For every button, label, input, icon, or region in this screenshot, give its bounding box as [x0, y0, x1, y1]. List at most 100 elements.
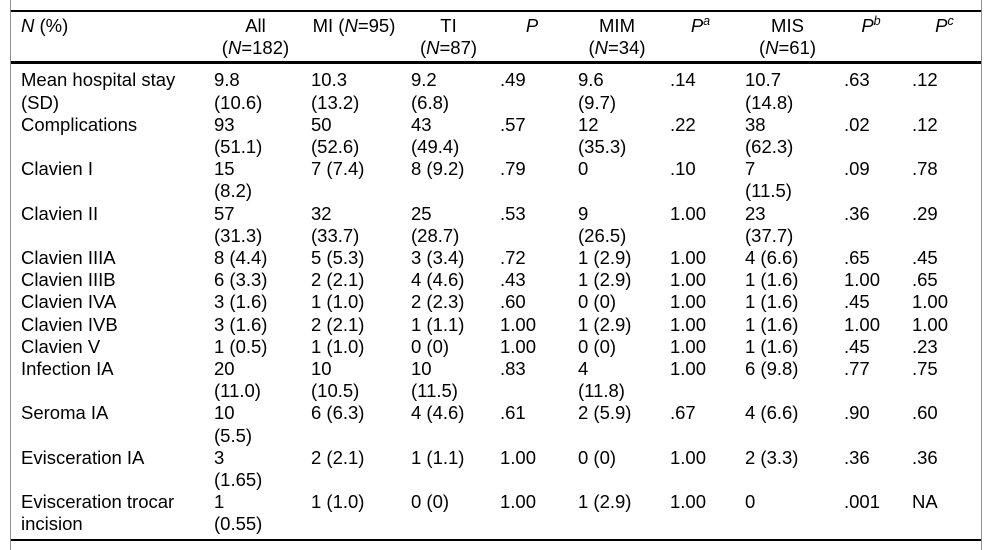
- data-cell: .65: [912, 269, 938, 291]
- data-cell: .61: [500, 402, 526, 424]
- data-cell: 0 (0): [411, 491, 450, 513]
- data-cell: 10 (5.5): [214, 402, 253, 446]
- data-cell: 1 (2.9): [578, 491, 632, 513]
- data-cell: .60: [500, 291, 526, 313]
- data-cell: .12: [912, 113, 938, 135]
- data-cell: .83: [500, 358, 526, 380]
- data-cell: 2 (2.1): [311, 269, 365, 291]
- data-cell: 10 (10.5): [311, 358, 360, 402]
- data-cell: 1.00: [670, 446, 707, 468]
- data-cell: 1 (1.6): [745, 291, 799, 313]
- table-row: Complications 93 (51.1) 50 (52.6) 43 (49.4)…: [11, 114, 981, 158]
- data-cell: .77: [844, 358, 870, 380]
- data-cell: .22: [670, 113, 696, 135]
- data-cell: 1.00: [844, 313, 881, 335]
- row-label-cell: Mean hospital stay (SD): [21, 69, 176, 113]
- data-cell: 15 (8.2): [214, 158, 253, 202]
- table-row: Clavien V 1 (0.5) 1 (1.0) 0 (0) 1.00 0 (0) 1.0…: [11, 336, 981, 358]
- data-cell: 23 (37.7): [745, 202, 794, 246]
- table-row: Mean hospital stay (SD) 9.8 (10.6) 10.3 (1…: [11, 63, 981, 114]
- data-cell: 1 (1.6): [745, 335, 799, 357]
- data-cell: 1.00: [670, 202, 707, 224]
- data-cell: 4 (6.6): [745, 247, 799, 269]
- data-cell: 2 (2.3): [411, 291, 465, 313]
- data-cell: 93 (51.1): [214, 113, 263, 158]
- data-cell: .23: [912, 335, 938, 357]
- data-cell: 7 (7.4): [311, 158, 365, 180]
- data-cell: 1.00: [500, 335, 537, 357]
- data-cell: 10.3 (13.2): [311, 69, 360, 113]
- header-cell-p-a: Pa: [690, 13, 711, 36]
- data-cell: 4 (11.8): [578, 358, 625, 402]
- header-row: N (%) All (N=182) MI (N=95) TI (N=87) P MIM (N=…: [11, 11, 981, 63]
- header-cell-mim: MIM (N=34): [588, 15, 646, 59]
- data-cell: .57: [500, 113, 526, 135]
- data-cell: 6 (9.8): [745, 358, 799, 380]
- data-cell: 9.8 (10.6): [214, 69, 263, 113]
- data-cell: 2 (2.1): [311, 313, 365, 335]
- table-row: Clavien IIIA 8 (4.4) 5 (5.3) 3 (3.4) .72 1 (2…: [11, 247, 981, 269]
- data-cell: 1 (1.6): [745, 269, 799, 291]
- header-cell-mis: MIS (N=61): [758, 15, 817, 59]
- data-cell: 6 (6.3): [311, 402, 365, 424]
- data-cell: 25 (28.7): [411, 202, 460, 246]
- data-cell: .14: [670, 69, 696, 91]
- row-label-cell: Infection IA: [21, 358, 114, 380]
- data-cell: 4 (4.6): [411, 402, 465, 424]
- row-label-cell: Clavien IIIA: [21, 247, 116, 269]
- header-cell-all: All (N=182): [221, 15, 290, 59]
- data-cell: 1 (1.6): [745, 313, 799, 335]
- data-cell: 8 (9.2): [411, 158, 465, 180]
- data-cell: 10.7 (14.8): [745, 69, 794, 113]
- data-cell: 57 (31.3): [214, 202, 263, 246]
- data-cell: 0 (0): [578, 335, 617, 357]
- table-frame: N (%) All (N=182) MI (N=95) TI (N=87) P MIM (N=…: [10, 0, 982, 550]
- header-cell-p-c: Pc: [935, 13, 954, 36]
- data-cell: .09: [844, 158, 870, 180]
- data-cell: .45: [844, 291, 870, 313]
- data-cell: 1.00: [670, 313, 707, 335]
- data-cell: .29: [912, 202, 938, 224]
- header-cell-mi: MI (N=95): [312, 15, 396, 36]
- data-cell: 0: [745, 491, 756, 513]
- row-label-cell: Evisceration trocar incision: [21, 491, 175, 535]
- data-cell: 1.00: [670, 291, 707, 313]
- table-row: Evisceration trocar incision 1 (0.55) 1 (1…: [11, 491, 981, 539]
- data-cell: NA: [912, 491, 938, 513]
- data-cell: 6 (3.3): [214, 269, 268, 291]
- data-cell: 4 (4.6): [411, 269, 465, 291]
- data-cell: 1 (1.0): [311, 335, 365, 357]
- results-table: N (%) All (N=182) MI (N=95) TI (N=87) P MIM (N=…: [11, 10, 981, 541]
- data-cell: 32 (33.7): [311, 202, 360, 246]
- data-cell: 3 (1.6): [214, 313, 268, 335]
- data-cell: 3 (1.65): [214, 446, 263, 491]
- data-cell: .36: [912, 446, 938, 468]
- data-cell: .65: [844, 247, 870, 269]
- data-cell: 5 (5.3): [311, 247, 365, 269]
- data-cell: 0 (0): [411, 335, 450, 357]
- data-cell: .79: [500, 158, 526, 180]
- data-cell: 38 (62.3): [745, 113, 794, 158]
- data-cell: .10: [670, 158, 696, 180]
- data-cell: .45: [844, 335, 870, 357]
- table-row: Evisceration IA 3 (1.65) 2 (2.1) 1 (1.1) 1.0…: [11, 447, 981, 491]
- data-cell: .67: [670, 402, 696, 424]
- data-cell: 1.00: [500, 446, 537, 468]
- data-cell: 1 (1.1): [411, 313, 465, 335]
- data-cell: 1 (1.0): [311, 291, 365, 313]
- data-cell: 43 (49.4): [411, 113, 460, 158]
- data-cell: .12: [912, 69, 938, 91]
- data-cell: 1.00: [670, 247, 707, 269]
- data-cell: 1 (0.5): [214, 335, 268, 357]
- data-cell: .72: [500, 247, 526, 269]
- data-cell: 1 (1.1): [411, 446, 465, 468]
- data-cell: 1.00: [912, 313, 949, 335]
- data-cell: 1.00: [670, 335, 707, 357]
- data-cell: 3 (1.6): [214, 291, 268, 313]
- data-cell: 1.00: [500, 491, 537, 513]
- data-cell: 9.6 (9.7): [578, 69, 617, 113]
- data-cell: .001: [844, 491, 881, 513]
- data-cell: .43: [500, 269, 526, 291]
- row-label-cell: Clavien IVB: [21, 313, 118, 335]
- row-label-cell: Evisceration IA: [21, 446, 145, 468]
